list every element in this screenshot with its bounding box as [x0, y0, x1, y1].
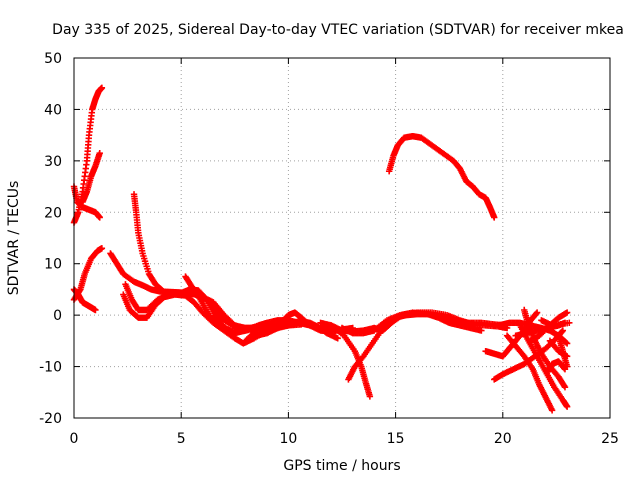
- x-tick-label: 15: [387, 431, 405, 447]
- tick-labels: 0 5 10 15 20 25 -20 -10 0 10 20 30 40 50: [39, 51, 619, 447]
- data-point: [366, 393, 374, 400]
- data-point: [98, 245, 106, 252]
- series-t3: [79, 149, 103, 206]
- x-tick-label: 25: [601, 431, 619, 447]
- series-t28: [538, 317, 573, 329]
- data-point: [563, 309, 571, 316]
- series-t2: [70, 183, 103, 221]
- data-points: [70, 84, 573, 414]
- series-t25: [527, 309, 571, 345]
- data-point: [563, 403, 571, 410]
- series-t29: [544, 358, 569, 375]
- y-tick-label: -10: [39, 360, 62, 376]
- x-tick-label: 10: [279, 431, 297, 447]
- x-axis-label: GPS time / hours: [283, 458, 400, 474]
- data-point: [533, 310, 540, 317]
- data-point: [96, 149, 103, 157]
- data-point: [563, 340, 571, 347]
- y-axis-label: SDTVAR / TECUs: [6, 181, 22, 296]
- data-point: [558, 328, 566, 335]
- data-point: [478, 327, 485, 334]
- data-point: [560, 364, 568, 372]
- series-t17: [385, 132, 498, 221]
- data-point: [533, 309, 541, 316]
- data-point: [560, 382, 568, 390]
- x-tick-label: 0: [70, 431, 79, 447]
- data-point: [92, 306, 99, 314]
- y-tick-label: 40: [44, 102, 62, 118]
- y-tick-label: 30: [44, 154, 62, 170]
- data-point: [559, 327, 567, 334]
- chart-title: Day 335 of 2025, Sidereal Day-to-day VTE…: [52, 22, 624, 38]
- data-point: [548, 407, 556, 414]
- data-point: [491, 214, 498, 221]
- data-point: [96, 214, 103, 221]
- y-tick-label: 0: [53, 308, 62, 324]
- series-t20: [503, 332, 556, 414]
- series-t16: [345, 310, 485, 383]
- series-t12: [253, 318, 341, 342]
- series-t15: [328, 322, 374, 400]
- x-tick-label: 5: [177, 431, 186, 447]
- y-tick-label: 20: [44, 205, 62, 221]
- y-tick-label: -20: [39, 411, 62, 427]
- data-point: [561, 383, 569, 391]
- y-tick-label: 10: [44, 257, 62, 273]
- data-point: [359, 354, 366, 361]
- grid-lines: [74, 58, 610, 418]
- data-point: [334, 335, 341, 342]
- x-tick-label: 20: [494, 431, 512, 447]
- data-point: [76, 287, 83, 294]
- data-point: [561, 365, 569, 373]
- data-point: [566, 319, 573, 327]
- data-point: [562, 339, 570, 346]
- y-tick-label: 50: [44, 51, 62, 67]
- plot-frame: [73, 57, 611, 419]
- series-t27: [555, 332, 571, 370]
- data-point: [98, 84, 106, 92]
